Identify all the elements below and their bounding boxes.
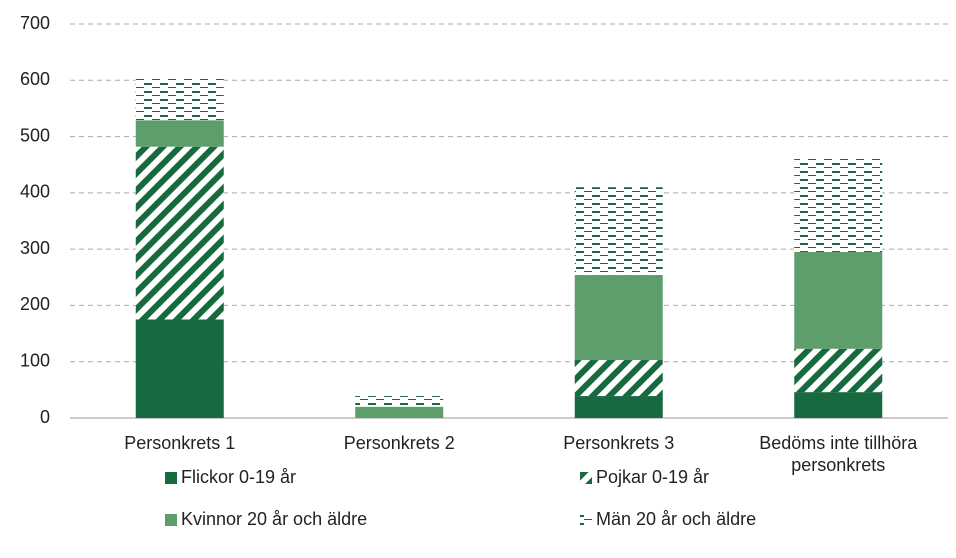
y-tick-label: 0	[40, 407, 50, 427]
legend-swatch	[580, 472, 592, 484]
bar-segment	[135, 146, 224, 320]
legend-swatch	[165, 472, 177, 484]
legend-swatch	[165, 514, 177, 526]
bar-segment	[794, 348, 883, 393]
x-tick-label: Personkrets 2	[343, 433, 455, 453]
x-tick-label: Personkrets 3	[563, 433, 675, 453]
legend-label: Pojkar 0-19 år	[596, 467, 709, 487]
bar-segment	[135, 319, 224, 418]
legend-label: Kvinnor 20 år och äldre	[181, 509, 367, 529]
y-tick-label: 100	[20, 350, 50, 370]
bar-segment	[355, 406, 444, 418]
x-tick-label: Personkrets 1	[124, 433, 236, 453]
y-tick-label: 200	[20, 294, 50, 314]
bar-segment	[574, 187, 663, 276]
y-tick-label: 300	[20, 238, 50, 258]
bar-segment	[794, 392, 883, 418]
legend-swatch	[580, 514, 592, 526]
bar-segment	[574, 396, 663, 418]
legend-label: Flickor 0-19 år	[181, 467, 296, 487]
y-tick-label: 600	[20, 69, 50, 89]
x-tick-label: Bedöms inte tillhöra personkrets	[759, 433, 918, 475]
bar-segment	[355, 396, 444, 407]
bar-segment	[574, 360, 663, 397]
bar-segment	[794, 251, 883, 349]
legend-label: Män 20 år och äldre	[596, 509, 756, 529]
bar-segment	[574, 275, 663, 361]
bar-segment	[794, 157, 883, 252]
y-tick-label: 500	[20, 125, 50, 145]
bar-segment	[135, 120, 224, 147]
bar-segment	[135, 77, 224, 121]
y-tick-label: 700	[20, 13, 50, 33]
y-tick-label: 400	[20, 182, 50, 202]
